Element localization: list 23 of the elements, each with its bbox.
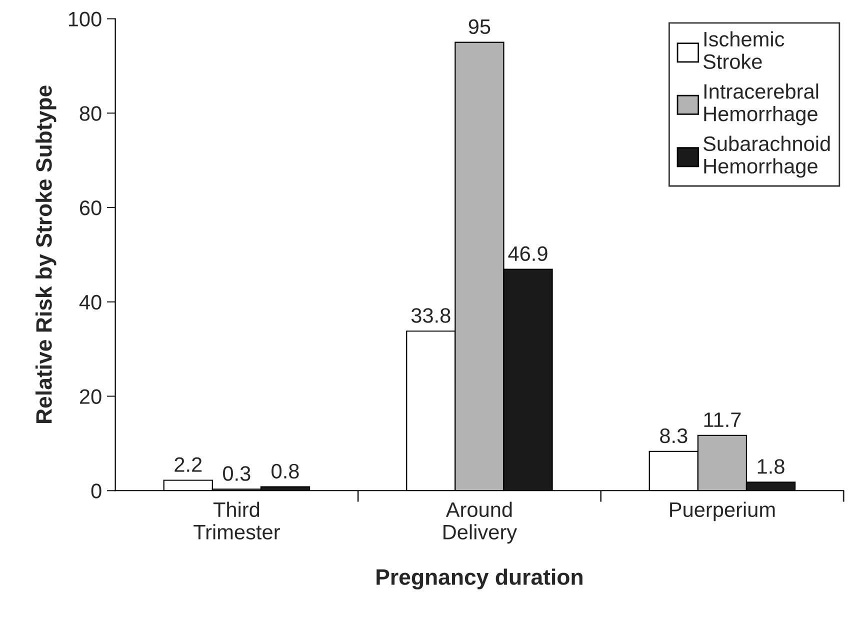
data-label: 8.3	[660, 428, 688, 444]
y-tick-label: 100	[68, 12, 102, 27]
x-axis-title: Pregnancy duration	[376, 568, 582, 590]
x-tick-label: Around Delivery	[444, 502, 518, 544]
y-tick-label: 80	[80, 106, 102, 121]
legend-label: Intracerebral Hemorrhage	[704, 84, 818, 126]
data-label: 11.7	[704, 412, 741, 427]
data-label: 2.2	[174, 457, 202, 472]
data-label: 0.8	[272, 464, 299, 479]
data-label: 95	[468, 19, 490, 34]
data-label: 46.9	[508, 246, 548, 262]
data-label: 1.8	[758, 459, 784, 474]
x-tick-label: Third Trimester	[194, 502, 280, 540]
y-axis-title: Relative Risk by Stroke Subtype	[36, 86, 56, 424]
x-tick-label: Puerperium	[670, 502, 775, 522]
legend-label: Subarachnoid Hemorrhage	[703, 136, 830, 178]
data-label: 33.8	[411, 308, 450, 323]
y-tick-label: 40	[79, 294, 102, 310]
data-label: 0.3	[223, 466, 250, 481]
y-tick-label: 0	[91, 484, 102, 498]
y-tick-label: 60	[80, 200, 102, 216]
y-tick-label: 20	[80, 389, 102, 404]
legend-label: Ischemic Stroke	[703, 31, 784, 69]
